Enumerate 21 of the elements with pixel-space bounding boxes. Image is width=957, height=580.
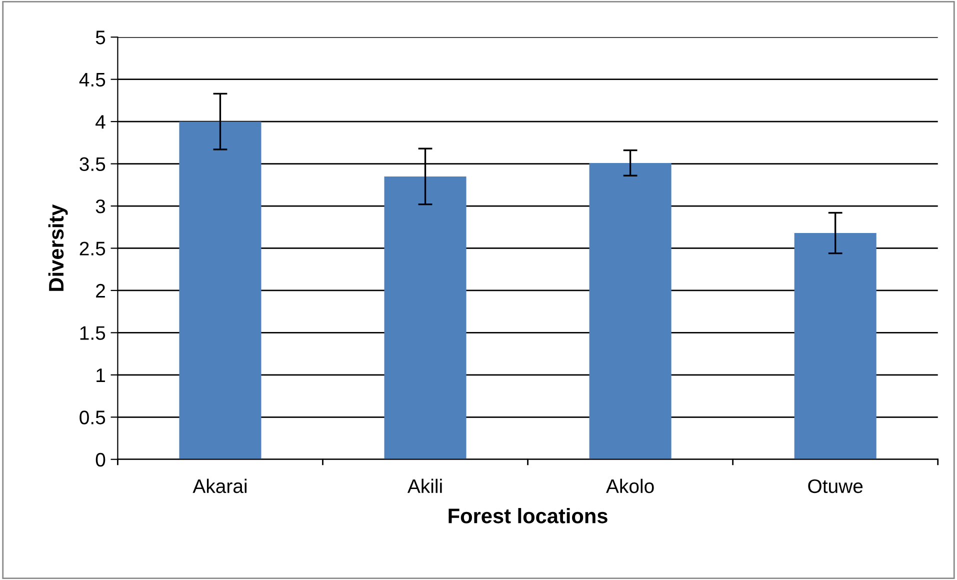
y-tick-label: 0.5 <box>80 410 106 424</box>
bar <box>794 233 876 460</box>
bar <box>384 176 466 460</box>
y-tick-label: 2 <box>96 284 105 298</box>
y-tick-label: 3 <box>96 199 106 214</box>
x-tick-label: Akarai <box>192 478 246 494</box>
y-tick-label: 5 <box>96 30 106 44</box>
y-tick-label: 1.5 <box>80 326 106 340</box>
y-tick-label: 4 <box>96 115 106 129</box>
y-axis-title: Diversity <box>48 204 68 291</box>
y-tick-label: 3.5 <box>80 157 106 172</box>
x-tick-label: Otuwe <box>808 479 863 494</box>
x-tick-label: Akolo <box>606 478 654 494</box>
y-tick-label: 1 <box>96 368 105 382</box>
y-tick-label: 2.5 <box>80 242 106 256</box>
bar <box>179 122 262 460</box>
x-tick-label: Akili <box>407 478 442 493</box>
y-tick-label: 0 <box>96 452 106 467</box>
y-tick-label: 4.5 <box>79 73 106 87</box>
x-axis-title: Forest locations <box>448 508 608 524</box>
bar <box>589 162 672 460</box>
